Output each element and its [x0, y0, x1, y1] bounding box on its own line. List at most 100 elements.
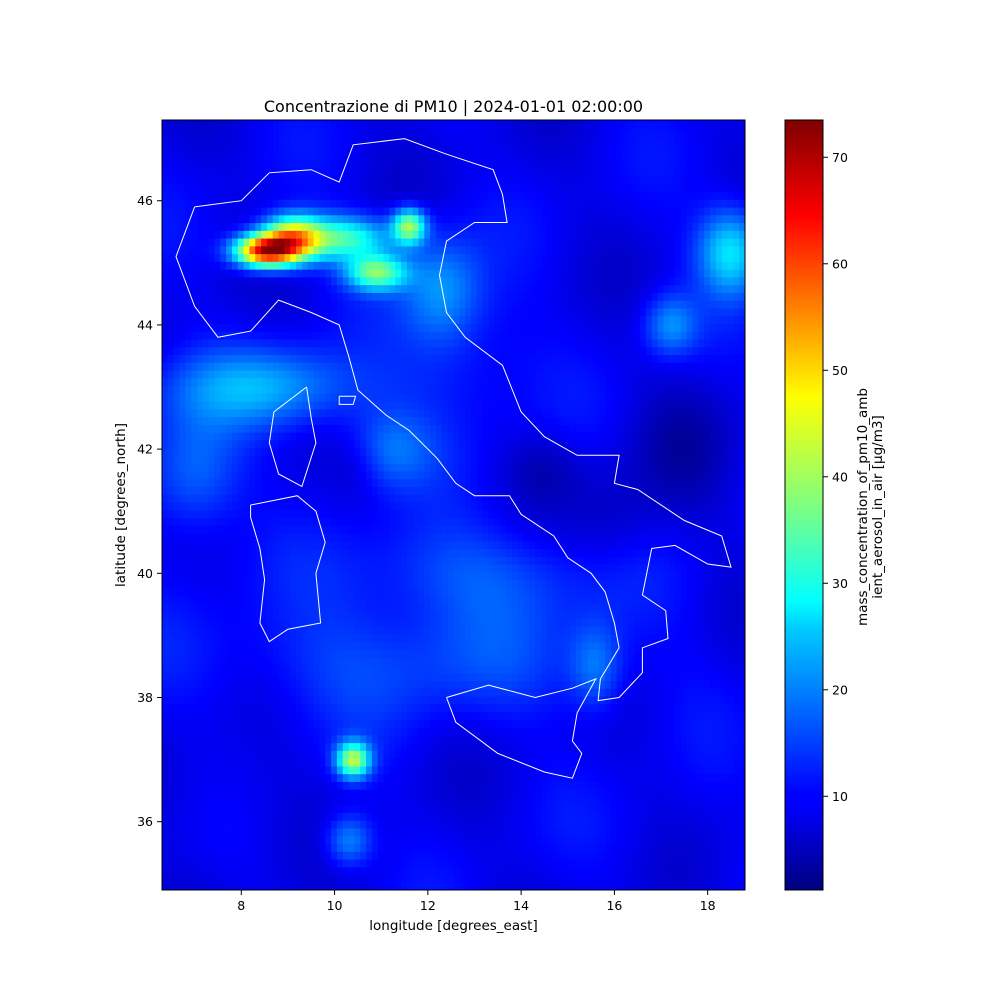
- heatmap-cell: [395, 641, 402, 650]
- heatmap-cell: [459, 571, 466, 581]
- heatmap-cell: [418, 563, 425, 573]
- heatmap-cell: [336, 618, 344, 627]
- heatmap-cell: [575, 563, 583, 573]
- heatmap-cell: [272, 812, 280, 821]
- heatmap-cell: [459, 789, 466, 798]
- heatmap-cell: [622, 579, 629, 588]
- heatmap-cell: [412, 882, 420, 890]
- heatmap-cell: [185, 827, 192, 837]
- heatmap-cell: [436, 734, 443, 744]
- heatmap-cell: [698, 688, 705, 697]
- heatmap-cell: [564, 548, 571, 557]
- heatmap-cell: [401, 843, 408, 852]
- heatmap-cell: [715, 587, 723, 596]
- heatmap-cell: [599, 734, 606, 744]
- heatmap-cell: [319, 626, 326, 635]
- heatmap-cell: [640, 781, 647, 790]
- heatmap-cell: [167, 758, 175, 767]
- heatmap-cell: [500, 703, 507, 713]
- heatmap-cell: [278, 618, 286, 627]
- heatmap-cell: [733, 851, 740, 860]
- heatmap-cell: [715, 610, 723, 619]
- heatmap-cell: [733, 626, 740, 635]
- heatmap-cell: [517, 626, 525, 635]
- heatmap-cell: [476, 866, 484, 876]
- heatmap-cell: [686, 664, 694, 674]
- heatmap-cell: [610, 789, 618, 798]
- heatmap-cell: [599, 703, 606, 713]
- heatmap-cell: [377, 602, 385, 612]
- heatmap-cell: [179, 858, 186, 868]
- heatmap-cell: [622, 843, 629, 852]
- heatmap-cell: [494, 532, 501, 542]
- heatmap-cell: [296, 556, 303, 565]
- heatmap-cell: [581, 758, 589, 767]
- heatmap-cell: [727, 851, 734, 860]
- heatmap-cell: [272, 626, 280, 635]
- heatmap-cell: [237, 571, 245, 581]
- heatmap-cell: [307, 851, 315, 860]
- heatmap-cell: [301, 750, 309, 759]
- heatmap-cell: [570, 727, 577, 736]
- heatmap-cell: [581, 563, 589, 573]
- heatmap-cell: [354, 680, 361, 689]
- heatmap-cell: [657, 595, 664, 604]
- heatmap-cell: [692, 509, 699, 519]
- heatmap-cell: [237, 672, 245, 682]
- heatmap-cell: [202, 734, 210, 744]
- heatmap-cell: [564, 618, 571, 627]
- heatmap-cell: [412, 874, 420, 883]
- heatmap-cell: [383, 649, 390, 658]
- heatmap-cell: [663, 758, 670, 767]
- heatmap-cell: [540, 587, 548, 596]
- heatmap-cell: [331, 758, 338, 767]
- heatmap-cell: [366, 509, 373, 519]
- heatmap-cell: [196, 602, 204, 612]
- heatmap-cell: [313, 571, 321, 581]
- heatmap-cell: [424, 602, 431, 612]
- heatmap-cell: [185, 602, 192, 612]
- heatmap-cell: [570, 540, 577, 550]
- heatmap-cell: [645, 657, 653, 666]
- heatmap-cell: [523, 858, 530, 868]
- heatmap-cell: [418, 695, 425, 705]
- heatmap-cell: [546, 525, 554, 534]
- heatmap-cell: [715, 626, 723, 635]
- heatmap-cell: [669, 626, 676, 635]
- heatmap-cell: [500, 680, 507, 689]
- heatmap-cell: [698, 657, 705, 666]
- heatmap-cell: [342, 571, 350, 581]
- heatmap-cell: [494, 680, 501, 689]
- heatmap-cell: [575, 727, 583, 736]
- heatmap-cell: [453, 618, 460, 627]
- heatmap-cell: [570, 820, 577, 829]
- heatmap-cell: [401, 882, 408, 890]
- heatmap-cell: [593, 633, 600, 643]
- heatmap-cell: [395, 595, 402, 604]
- heatmap-cell: [640, 835, 647, 845]
- heatmap-cell: [395, 532, 402, 542]
- heatmap-cell: [494, 781, 501, 790]
- heatmap-cell: [610, 610, 618, 619]
- heatmap-cell: [266, 602, 274, 612]
- heatmap-cell: [261, 827, 268, 837]
- heatmap-cell: [704, 858, 711, 868]
- heatmap-cell: [418, 843, 425, 852]
- heatmap-cell: [453, 765, 460, 775]
- heatmap-cell: [348, 556, 355, 565]
- heatmap-cell: [436, 703, 443, 713]
- heatmap-cell: [249, 602, 256, 612]
- heatmap-cell: [465, 827, 472, 837]
- heatmap-cell: [406, 672, 414, 682]
- heatmap-cell: [587, 858, 595, 868]
- heatmap-cell: [482, 804, 490, 813]
- heatmap-cell: [605, 618, 612, 627]
- heatmap-cell: [179, 874, 186, 883]
- heatmap-cell: [296, 695, 303, 705]
- heatmap-cell: [272, 835, 280, 845]
- heatmap-cell: [424, 773, 431, 782]
- heatmap-cell: [290, 672, 297, 682]
- heatmap-cell: [220, 633, 227, 643]
- heatmap-cell: [202, 703, 210, 713]
- heatmap-cell: [529, 540, 536, 550]
